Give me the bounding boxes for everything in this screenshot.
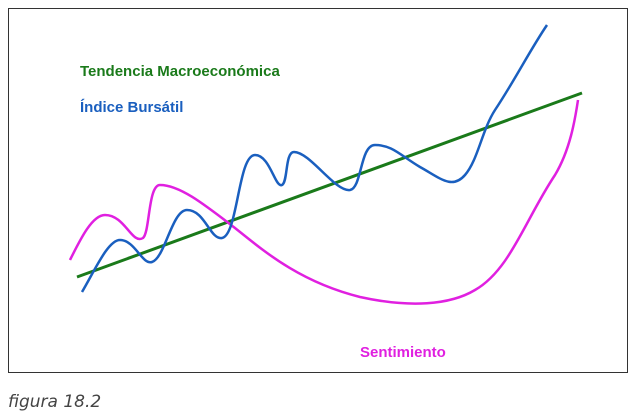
index-label: Índice Bursátil (80, 99, 183, 116)
index-curve (80, 24, 549, 293)
caption: figura 18.2 (8, 392, 101, 412)
trend-line (76, 91, 583, 279)
sentiment-label: Sentimiento (360, 344, 446, 361)
sentiment-curve (68, 99, 580, 305)
trend-label: Tendencia Macroeconómica (80, 63, 280, 80)
